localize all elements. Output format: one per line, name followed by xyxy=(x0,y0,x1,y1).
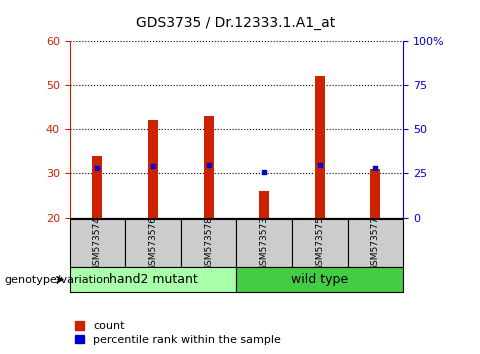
Bar xyxy=(125,219,181,267)
Bar xyxy=(371,169,381,218)
Text: wild type: wild type xyxy=(291,273,348,286)
Text: genotype/variation: genotype/variation xyxy=(5,275,111,285)
Point xyxy=(149,164,157,169)
Bar xyxy=(70,219,125,267)
Bar xyxy=(204,116,214,218)
Point xyxy=(316,162,324,167)
Bar xyxy=(236,267,403,292)
Bar xyxy=(259,191,269,218)
Text: hand2 mutant: hand2 mutant xyxy=(108,273,197,286)
Text: GSM573578: GSM573578 xyxy=(204,216,213,271)
Point xyxy=(260,169,268,175)
Bar xyxy=(70,267,236,292)
Text: GSM573577: GSM573577 xyxy=(371,216,380,271)
Bar xyxy=(292,219,348,267)
Legend: count, percentile rank within the sample: count, percentile rank within the sample xyxy=(75,321,281,345)
Text: GSM573576: GSM573576 xyxy=(148,216,157,271)
Bar xyxy=(181,219,236,267)
Text: GSM573575: GSM573575 xyxy=(315,216,324,271)
Point xyxy=(94,165,101,171)
Bar xyxy=(148,120,158,218)
Point xyxy=(372,165,379,171)
Bar xyxy=(315,76,325,218)
Bar xyxy=(348,219,403,267)
Point xyxy=(205,162,213,167)
Text: GSM573573: GSM573573 xyxy=(260,216,269,271)
Text: GSM573574: GSM573574 xyxy=(93,216,102,271)
Bar xyxy=(92,156,102,218)
Bar xyxy=(236,219,292,267)
Text: GDS3735 / Dr.12333.1.A1_at: GDS3735 / Dr.12333.1.A1_at xyxy=(135,16,335,30)
